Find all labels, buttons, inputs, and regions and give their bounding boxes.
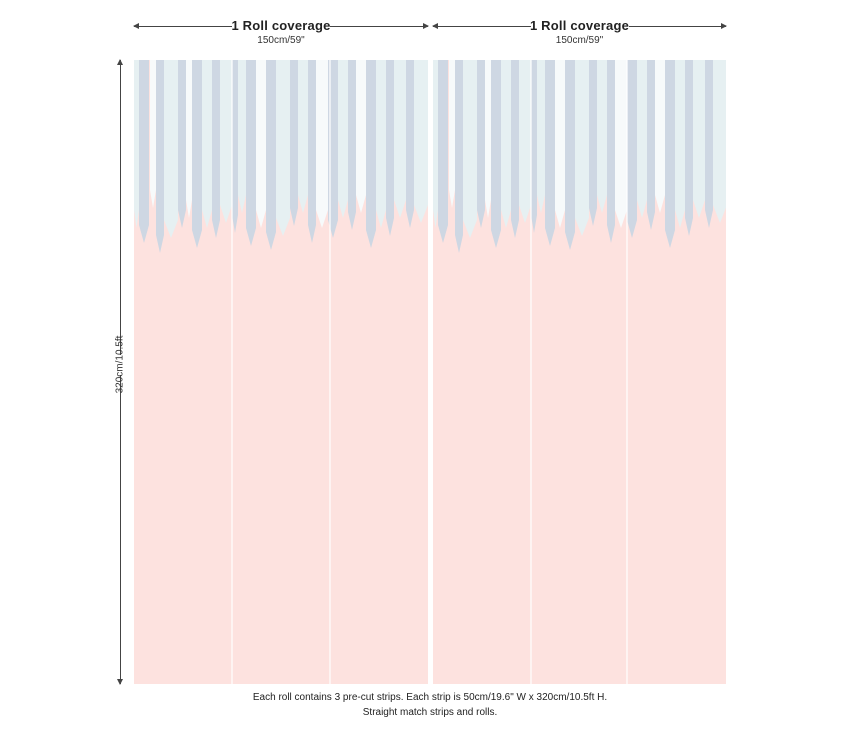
arrow-left-icon	[432, 23, 438, 29]
arrow-right-icon	[423, 23, 429, 29]
stripe	[202, 60, 212, 228]
stripe	[238, 60, 246, 213]
stripe	[348, 60, 356, 230]
stripe	[519, 60, 531, 223]
stripe	[192, 60, 202, 248]
stripe	[713, 60, 726, 223]
stripe	[433, 60, 438, 228]
roll-2-width-label: 150cm/59"	[555, 35, 604, 46]
roll-2-coverage-label: 1 Roll coverage	[529, 18, 630, 33]
stripe	[376, 60, 386, 228]
stripe	[246, 60, 256, 246]
stripe	[232, 60, 238, 233]
stripe	[627, 60, 637, 238]
footer-note-line-1: Each roll contains 3 pre-cut strips. Eac…	[252, 692, 608, 703]
stripe	[693, 60, 705, 218]
stripe	[615, 60, 627, 228]
stripe	[298, 60, 308, 213]
stripe	[531, 60, 537, 233]
stripe	[463, 60, 477, 238]
stripe	[256, 60, 266, 228]
stripe	[338, 60, 348, 218]
arrow-up-icon	[117, 59, 123, 65]
stripe	[675, 60, 685, 228]
stripe	[394, 60, 406, 218]
stripe	[589, 60, 597, 226]
stripe	[356, 60, 366, 213]
stripe	[139, 60, 149, 243]
roll-1-dimension-line	[133, 23, 429, 29]
stripe	[276, 60, 290, 236]
footer-note-line-2: Straight match strips and rolls.	[362, 707, 498, 718]
stripe	[485, 60, 491, 218]
stripe	[150, 60, 156, 208]
stripe	[565, 60, 575, 250]
stripe	[665, 60, 675, 248]
stripe	[156, 60, 164, 253]
strip-seams	[231, 60, 628, 684]
stripe	[186, 60, 192, 218]
arrow-left-icon	[133, 23, 139, 29]
stripe	[555, 60, 565, 228]
stripe	[607, 60, 615, 243]
stripe	[366, 60, 376, 248]
stripe	[537, 60, 545, 213]
stripe	[575, 60, 589, 236]
stripe	[308, 60, 316, 243]
stripe	[406, 60, 414, 228]
stripe	[455, 60, 463, 253]
roll-gap	[428, 60, 433, 684]
stripe	[705, 60, 713, 228]
stripe	[597, 60, 607, 213]
stripe	[316, 60, 328, 228]
stripe	[220, 60, 232, 223]
stripe	[290, 60, 298, 226]
stripe	[655, 60, 665, 213]
stripe	[134, 60, 139, 228]
stripe	[414, 60, 428, 223]
roll-1-coverage-label: 1 Roll coverage	[231, 18, 331, 33]
stripe	[477, 60, 485, 228]
stripe-pattern	[134, 60, 726, 253]
stripe	[637, 60, 647, 218]
arrow-down-icon	[117, 679, 123, 685]
stripe	[511, 60, 519, 238]
stripe	[501, 60, 511, 228]
stripe	[266, 60, 276, 250]
stripe	[449, 60, 455, 208]
stripe	[491, 60, 501, 248]
stripe	[647, 60, 655, 230]
arrow-right-icon	[721, 23, 727, 29]
height-label: 320cm/10.5ft	[114, 335, 126, 394]
stripe	[685, 60, 693, 236]
stripe	[178, 60, 186, 228]
wallpaper-mural	[134, 60, 726, 684]
stripe	[212, 60, 220, 238]
stripe	[164, 60, 178, 238]
roll-2-dimension-line	[432, 23, 727, 29]
stripe	[438, 60, 448, 243]
stripe	[545, 60, 555, 246]
roll-1-width-label: 150cm/59"	[257, 35, 305, 46]
stripe	[386, 60, 394, 236]
